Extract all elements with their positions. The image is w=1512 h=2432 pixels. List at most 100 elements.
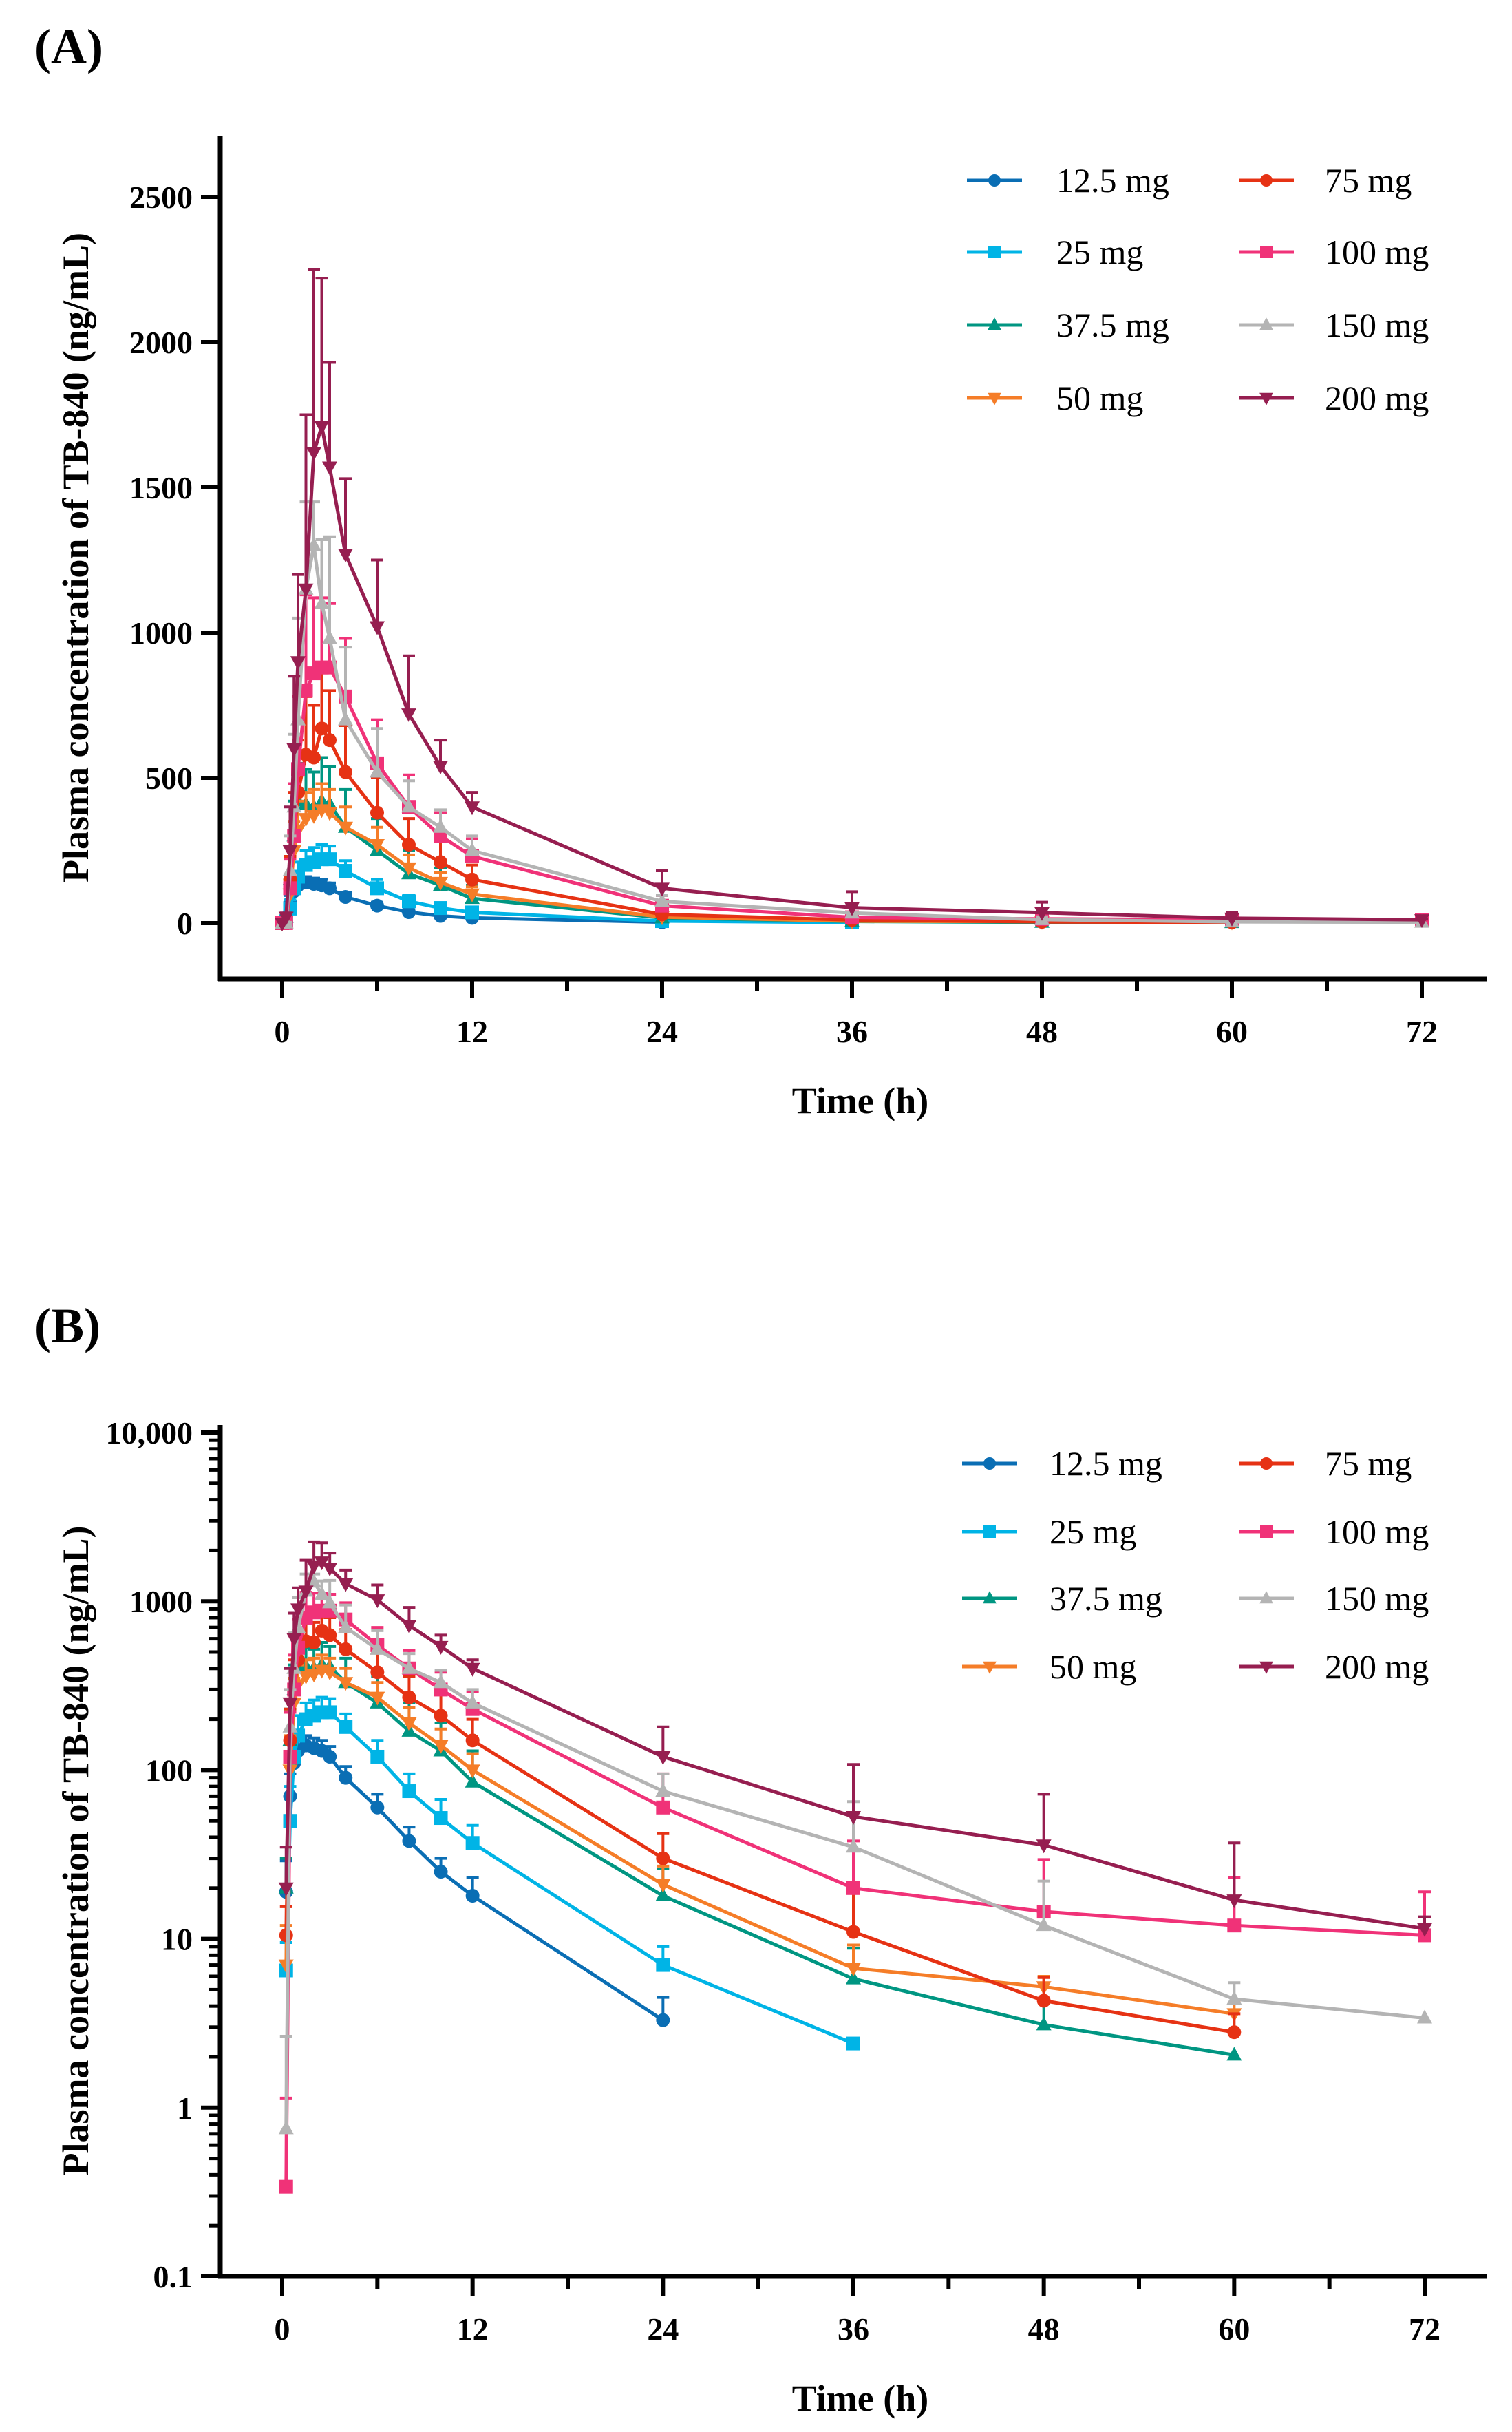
marker-triangle-down: [282, 1697, 298, 1711]
marker-circle: [323, 1628, 337, 1642]
legend-label: 25 mg: [1056, 233, 1143, 271]
marker-triangle-down: [988, 392, 1001, 405]
legend-label: 100 mg: [1325, 233, 1429, 271]
panel-a-linear: (A) 0 12 24 36 48 60 72 0 500 1000 1500 2000 2500 Time…: [34, 19, 1487, 1121]
marker-square: [370, 1749, 385, 1764]
y-tick-label: 10,000: [106, 1415, 193, 1450]
legend-label: 37.5 mg: [1050, 1579, 1162, 1618]
legend-label: 75 mg: [1325, 1444, 1412, 1483]
series-100-mg: [279, 1591, 1431, 2194]
marker-triangle-down: [465, 1662, 480, 1677]
marker-triangle-down: [1036, 1839, 1052, 1854]
x-tick-label: 60: [1218, 2312, 1250, 2347]
y-tick-label: 1000: [129, 1584, 193, 1619]
marker-triangle-down: [1224, 912, 1239, 927]
marker-triangle-down: [278, 1882, 294, 1896]
marker-triangle-up: [401, 799, 416, 813]
x-tick-label: 0: [275, 2312, 290, 2347]
marker-triangle-down: [338, 821, 353, 836]
marker-triangle-up: [988, 317, 1001, 330]
marker-triangle-up: [278, 2120, 294, 2135]
marker-triangle-down: [1417, 1923, 1432, 1937]
marker-triangle-down: [370, 1594, 385, 1609]
marker-triangle-up: [655, 1888, 671, 1902]
legend-item: 200 mg: [1239, 379, 1429, 417]
marker-triangle-down: [433, 1740, 449, 1754]
panel-label: (B): [34, 1298, 100, 1353]
series-line: [284, 1628, 1235, 2034]
legend-item: 75 mg: [1239, 161, 1412, 200]
y-tick-label: 100: [145, 1753, 193, 1788]
series-line: [281, 666, 1423, 925]
x-tick-label: 48: [1028, 2312, 1060, 2347]
marker-circle: [279, 1928, 293, 1943]
legend-item: 150 mg: [1239, 306, 1429, 344]
marker-circle: [465, 1889, 480, 1903]
marker-circle: [315, 721, 329, 736]
marker-triangle-down: [286, 743, 302, 757]
marker-triangle-down: [338, 549, 353, 563]
marker-triangle-down: [370, 621, 385, 635]
marker-triangle-up: [314, 595, 330, 609]
marker-square: [656, 1800, 670, 1815]
marker-triangle-down: [338, 1677, 354, 1691]
legend-item: 25 mg: [967, 233, 1143, 271]
marker-square: [434, 901, 447, 916]
panel-b-log: (B) 0 12 24 36 48 60 72 0.1 1 10 100 1000 10,000 Time …: [34, 1298, 1487, 2419]
marker-triangle-down: [322, 461, 337, 476]
marker-square: [299, 684, 313, 698]
marker-triangle-down: [844, 902, 860, 916]
marker-circle: [465, 1733, 480, 1748]
marker-square: [323, 852, 337, 867]
legend-label: 200 mg: [1325, 379, 1429, 417]
marker-circle: [323, 1749, 337, 1764]
marker-square: [402, 894, 416, 909]
marker-triangle-up: [338, 711, 353, 726]
marker-circle: [323, 733, 337, 748]
marker-triangle-down: [1259, 392, 1273, 405]
series-12-5-mg: [279, 1734, 670, 2027]
marker-triangle-down: [401, 1620, 417, 1634]
marker-triangle-down: [401, 1717, 417, 1732]
marker-triangle-up: [370, 763, 385, 778]
marker-triangle-up: [370, 1640, 385, 1655]
marker-triangle-down: [433, 876, 448, 891]
marker-triangle-up: [846, 1839, 861, 1853]
marker-triangle-down: [370, 839, 385, 854]
marker-circle: [434, 1709, 448, 1723]
marker-circle: [1260, 1457, 1273, 1470]
marker-triangle-down: [655, 1751, 671, 1765]
marker-circle: [1227, 2025, 1242, 2040]
legend-item: 12.5 mg: [967, 161, 1169, 200]
legend-item: 25 mg: [962, 1512, 1136, 1551]
marker-triangle-down: [306, 447, 321, 461]
marker-circle: [339, 765, 352, 779]
marker-triangle-down: [846, 1811, 861, 1826]
marker-triangle-up: [654, 893, 670, 907]
series-100-mg: [275, 593, 1429, 930]
series-line: [280, 425, 1423, 924]
marker-triangle-down: [306, 1669, 322, 1683]
legend-item: 75 mg: [1239, 1444, 1412, 1483]
series-200-mg: [278, 1540, 1432, 1937]
marker-square: [988, 246, 1001, 258]
legend-item: 37.5 mg: [962, 1579, 1162, 1618]
marker-triangle-down: [654, 882, 670, 897]
marker-triangle-up: [465, 1773, 480, 1788]
marker-triangle-down: [338, 1578, 354, 1592]
y-axis-title: Plasma concentration of TB-840 (ng/mL): [55, 233, 96, 882]
y-tick-label: 0.1: [153, 2259, 193, 2294]
marker-triangle-down: [465, 888, 480, 902]
legend-label: 25 mg: [1050, 1512, 1136, 1551]
marker-circle: [307, 750, 321, 765]
legend-label: 50 mg: [1056, 379, 1143, 417]
marker-circle: [370, 898, 384, 913]
marker-circle: [434, 1865, 448, 1879]
marker-square: [279, 2179, 293, 2194]
legend-label: 75 mg: [1325, 161, 1412, 200]
marker-triangle-up: [1036, 1917, 1052, 1932]
legend-item: 100 mg: [1239, 1512, 1429, 1551]
marker-triangle-down: [306, 810, 321, 824]
marker-triangle-down: [290, 656, 306, 670]
marker-triangle-down: [433, 761, 448, 775]
